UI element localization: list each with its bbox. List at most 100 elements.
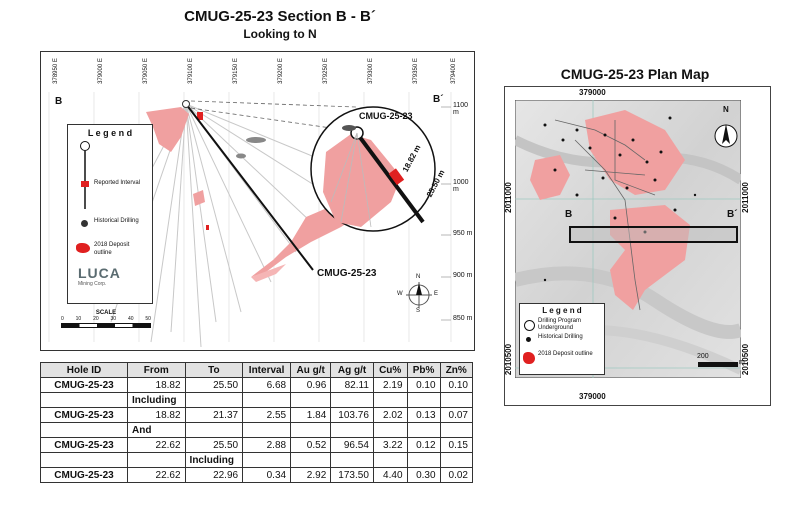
table-cell: 173.50 <box>330 467 374 483</box>
plan-legend-deposit: 2018 Deposit outline <box>538 351 593 357</box>
plan-title: CMUG-25-23 Plan Map <box>560 66 710 82</box>
legend-deposit-outline: 2018 Deposit outline <box>94 242 130 256</box>
elevation-label: 1000 m <box>453 179 469 193</box>
section-subtitle: Looking to N <box>243 27 317 41</box>
table-cell: 22.62 <box>127 467 186 483</box>
easting-label: 379400 E <box>450 58 457 84</box>
table-cell: 2.55 <box>242 407 292 423</box>
col-cu: Cu% <box>372 362 408 378</box>
logo-text: LUCA <box>78 265 121 281</box>
table-cell: CMUG-25-23 <box>40 437 128 453</box>
table-cell: 18.82 <box>127 407 186 423</box>
easting-label: 379250 E <box>322 58 329 84</box>
legend-title: L e g e n d <box>87 128 133 138</box>
elevation-label: 850 m <box>453 315 473 322</box>
table-cell: 0.02 <box>439 467 474 483</box>
legend-historical-drilling: Historical Drilling <box>94 218 139 224</box>
plan-legend-title: L e g e n d <box>542 306 582 315</box>
scale-title: SCALE <box>95 310 117 316</box>
section-label-b-prime: B´ <box>433 94 444 105</box>
legend-hole-symbol <box>78 141 90 211</box>
section-canvas <box>48 92 452 348</box>
table-cell: 3.22 <box>372 437 408 453</box>
row-qualifier: And <box>127 422 186 438</box>
compass-n: N <box>416 274 421 280</box>
elevation-label: 1100 m <box>453 102 469 116</box>
table-cell: 22.96 <box>184 467 244 483</box>
easting-label: 378950 E <box>52 58 59 84</box>
section-line-box <box>569 226 738 243</box>
easting-label: 379200 E <box>277 58 284 84</box>
elevation-label: 900 m <box>453 272 473 279</box>
table-cell: CMUG-25-23 <box>40 467 128 483</box>
elevation-label: 950 m <box>453 230 473 237</box>
table-cell: 0.15 <box>439 437 474 453</box>
section-scale: SCALE 0 10 20 30 40 50 <box>61 310 151 328</box>
legend-historical-icon <box>81 220 88 227</box>
deposit-outline <box>251 264 286 282</box>
table-cell: 1.84 <box>290 407 332 423</box>
inset-interval <box>388 168 405 186</box>
table-label-row: And <box>40 422 474 438</box>
table-cell: 6.68 <box>242 377 292 393</box>
table-cell: 96.54 <box>330 437 374 453</box>
table-cell: 0.30 <box>406 467 441 483</box>
section-view: 378950 E 379000 E 379050 E 379100 E 3791… <box>40 51 475 351</box>
plan-legend-program: Drilling Program Underground <box>538 318 582 331</box>
underground-workings <box>554 119 656 311</box>
plan-northing-right-top: 2011000 <box>740 182 750 213</box>
table-cell: 0.13 <box>406 407 441 423</box>
col-from: From <box>127 362 186 378</box>
table-cell: 25.50 <box>184 377 244 393</box>
table-label-row: Including <box>40 452 474 468</box>
section-title: CMUG-25-23 Section B - B´ <box>184 8 376 25</box>
table-cell: 22.62 <box>127 437 186 453</box>
table-row: CMUG-25-23 22.62 22.96 0.34 2.92 173.50 … <box>40 467 474 483</box>
row-qualifier: Including <box>127 392 186 408</box>
table-row: CMUG-25-23 18.82 21.37 2.55 1.84 103.76 … <box>40 407 474 423</box>
compass-icon <box>406 282 432 308</box>
plan-scale-unit: m <box>739 359 745 366</box>
scale-tick: 40 <box>127 316 134 322</box>
section-label-b: B <box>55 96 63 107</box>
table-cell: CMUG-25-23 <box>40 377 128 393</box>
compass-w: W <box>397 291 403 297</box>
table-cell: CMUG-25-23 <box>40 407 128 423</box>
plan-legend-historical-icon <box>526 337 531 342</box>
hole-label: CMUG-25-23 <box>317 268 377 279</box>
table-cell: 82.11 <box>330 377 374 393</box>
inset-hole-label: CMUG-25-23 <box>359 111 413 121</box>
easting-label: 379000 E <box>97 58 104 84</box>
scale-tick: 10 <box>75 316 82 322</box>
legend-reported-interval: Reported Interval <box>94 180 141 186</box>
table-cell: 0.10 <box>406 377 441 393</box>
table-cell: 0.07 <box>439 407 474 423</box>
results-table-wrap: Hole ID From To Interval Au g/t Ag g/t C… <box>40 362 474 483</box>
deposit-outline <box>146 107 189 152</box>
plan-northing-left-bottom: 2010500 <box>504 343 514 376</box>
interval-marker <box>197 112 203 120</box>
plan-legend-historical: Historical Drilling <box>538 334 583 340</box>
col-pb: Pb% <box>406 362 441 378</box>
section-legend: L e g e n d Reported Interval Historical… <box>67 124 153 304</box>
table-cell: 0.10 <box>439 377 474 393</box>
north-arrow-icon <box>714 124 738 148</box>
plan-easting-top: 379000 <box>579 88 606 97</box>
table-cell: 0.34 <box>242 467 292 483</box>
zoom-inset <box>310 106 436 232</box>
interval-marker <box>206 225 209 230</box>
easting-labels: 378950 E 379000 E 379050 E 379100 E 3791… <box>41 54 474 88</box>
table-cell: 18.82 <box>127 377 186 393</box>
col-interval: Interval <box>242 362 292 378</box>
table-cell: 2.02 <box>372 407 408 423</box>
plan-canvas <box>515 100 741 378</box>
table-cell: 0.52 <box>290 437 332 453</box>
compass-s: S <box>416 308 421 314</box>
easting-label: 379150 E <box>232 58 239 84</box>
plan-deposit <box>530 155 570 200</box>
easting-label: 379100 E <box>187 58 194 84</box>
luca-logo: LUCA Mining Corp. <box>78 265 140 287</box>
table-cell: 2.19 <box>372 377 408 393</box>
plan-scale-label: 200 <box>697 353 709 360</box>
plan-legend-program-icon <box>524 320 535 331</box>
